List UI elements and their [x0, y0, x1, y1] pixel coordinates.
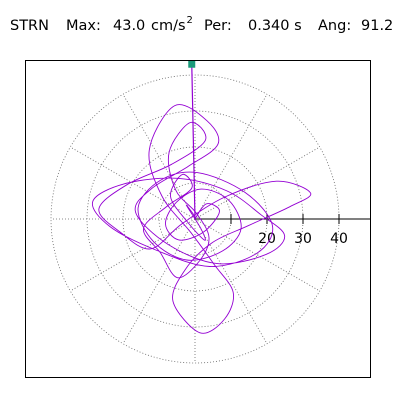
per-value: 0.340 s	[248, 18, 302, 34]
ang-value: 91.2	[361, 18, 394, 34]
station-code: STRN	[10, 18, 49, 34]
max-value: 43.0	[113, 18, 146, 34]
max-label: Max:	[66, 18, 101, 34]
max-unit-base: cm/s	[151, 18, 186, 34]
peak-vector	[191, 64, 196, 220]
grid-spoke	[194, 146, 320, 220]
radial-tick-label: 40	[330, 231, 348, 247]
polar-plot: 20 30 40	[50, 61, 370, 364]
radial-tick-label: 30	[294, 231, 312, 247]
max-unit-exponent: 2	[186, 15, 193, 26]
polar-plot-frame: 20 30 40	[25, 60, 371, 378]
peak-marker-layer	[188, 61, 196, 68]
grid-spoke	[70, 218, 196, 292]
header-readout: STRN Max: 43.0 cm/s2 Per: 0.340 s Ang: 9…	[10, 15, 400, 38]
grid-spoke	[194, 218, 268, 344]
grid-spoke	[194, 94, 268, 220]
radial-axis: 20 30 40	[195, 214, 370, 247]
ang-label: Ang:	[318, 18, 352, 34]
motion-trace	[91, 104, 312, 334]
trace-layer	[91, 64, 312, 334]
max-unit: cm/s2	[151, 15, 193, 34]
grid-spoke	[194, 218, 320, 292]
per-label: Per:	[204, 18, 232, 34]
peak-marker	[188, 61, 196, 68]
